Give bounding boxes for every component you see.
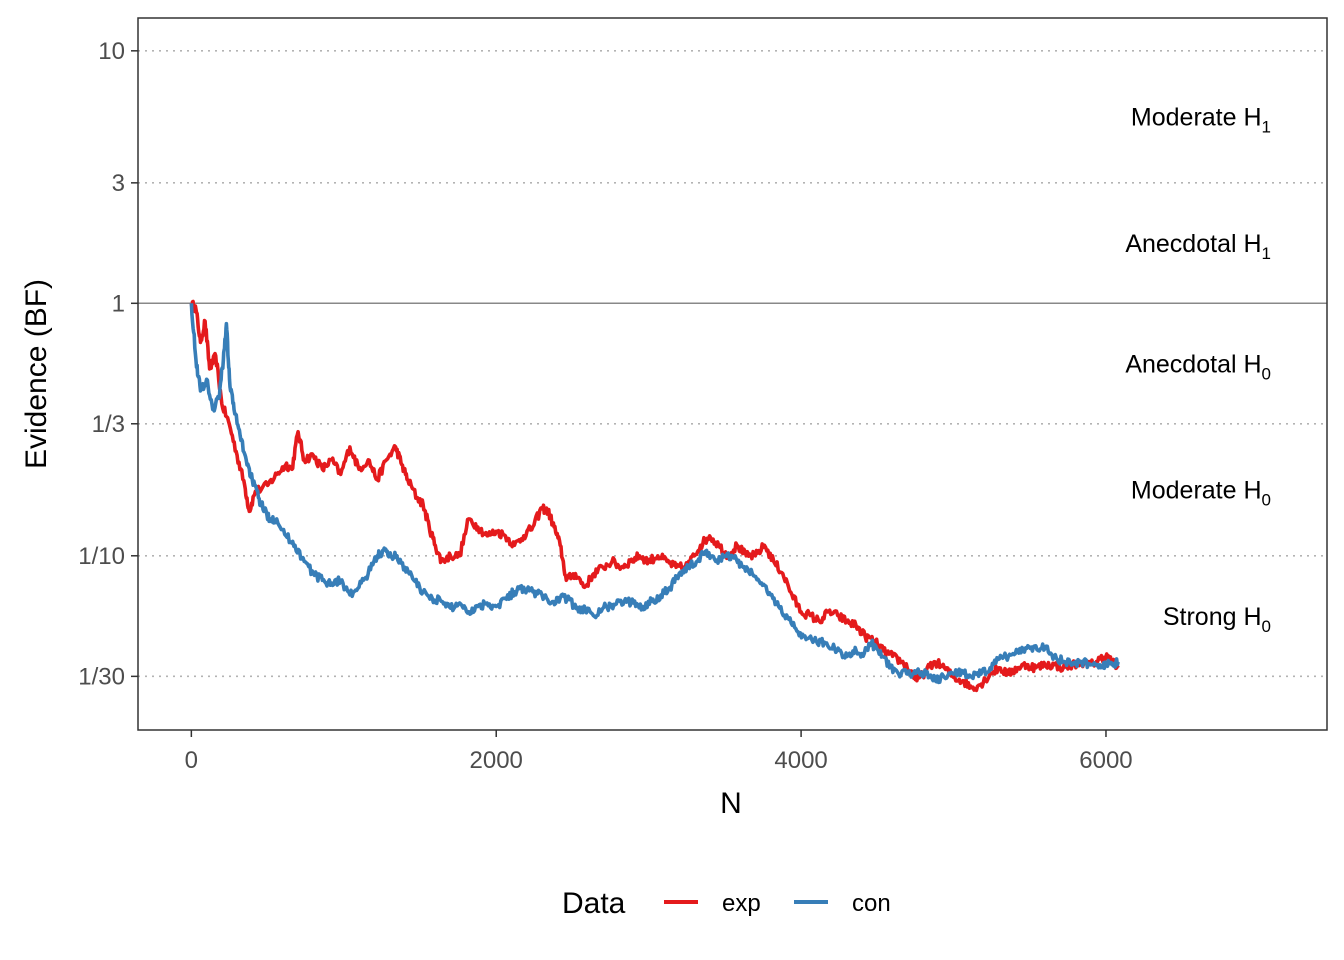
series-line-exp [189,299,1120,693]
y-tick-label-1: 3 [112,170,125,197]
y-axis-ticks: 10 3 1 1/3 1/10 1/30 [78,38,138,690]
x-tick-label-3: 6000 [1079,747,1132,774]
x-tick-label-0: 0 [185,747,198,774]
y-tick-label-4: 1/10 [78,543,125,570]
x-axis-ticks: 0 2000 4000 6000 [185,730,1133,774]
zone-label-1: Anecdotal H1 [1125,230,1271,263]
legend: Data exp con [562,887,891,920]
y-tick-label-3: 1/3 [92,411,125,438]
legend-label-con: con [852,890,891,917]
y-tick-label-2: 1 [112,290,125,317]
series-lines [189,299,1120,693]
y-tick-label-0: 10 [98,38,125,65]
panel-border [137,17,1328,731]
legend-title: Data [562,887,626,920]
zone-label-4: Strong H0 [1163,603,1271,636]
series-line-con [189,303,1120,685]
legend-label-exp: exp [722,890,761,917]
y-axis-title: Evidence (BF) [20,279,53,469]
zone-label-2: Anecdotal H0 [1125,351,1271,384]
zone-label-3: Moderate H0 [1131,477,1271,510]
zone-label-0: Moderate H1 [1131,103,1271,136]
x-tick-label-1: 2000 [470,747,523,774]
x-axis-title: N [720,787,742,820]
y-tick-label-5: 1/30 [78,663,125,690]
x-tick-label-2: 4000 [774,747,827,774]
zone-labels: Moderate H1 Anecdotal H1 Anecdotal H0 Moder… [1125,103,1271,636]
grid-lines [138,50,1327,678]
